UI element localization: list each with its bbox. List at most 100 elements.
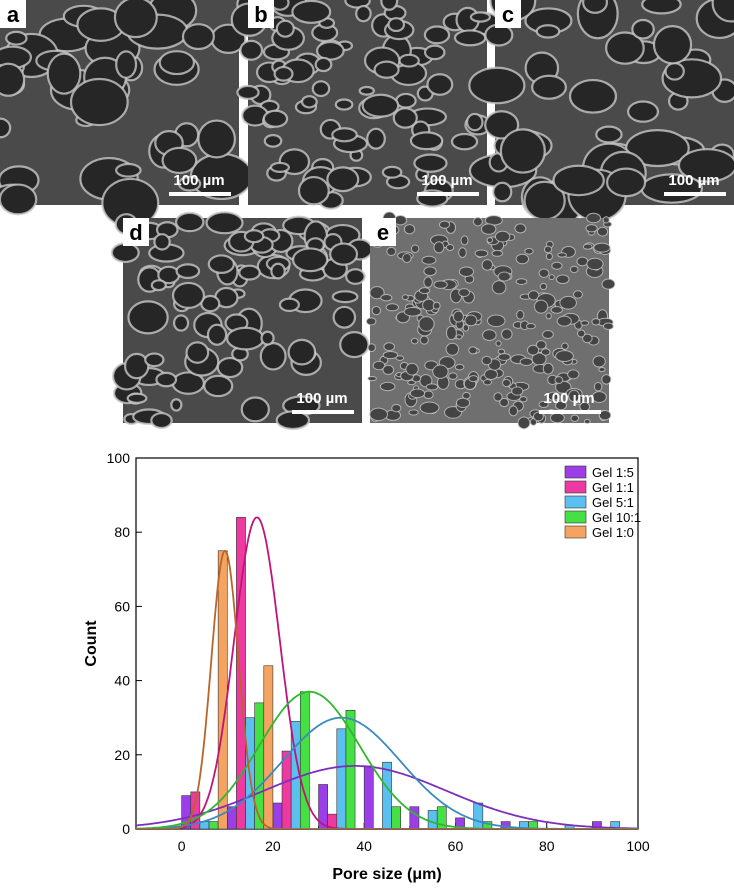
pore <box>5 30 28 46</box>
pore <box>569 265 579 274</box>
x-tick-label: 100 <box>626 838 650 854</box>
pore <box>300 95 318 109</box>
pore <box>481 259 494 271</box>
bar <box>592 821 602 829</box>
pore <box>197 119 236 159</box>
y-tick-label: 40 <box>114 673 130 689</box>
pore <box>664 62 685 81</box>
pore <box>260 330 275 346</box>
label-box <box>0 0 26 28</box>
pore <box>144 352 165 368</box>
pore <box>115 50 138 79</box>
scale-bar-label: 100 µm <box>668 172 719 189</box>
pore <box>278 297 300 313</box>
pore <box>207 254 235 274</box>
pore <box>582 0 609 14</box>
pore <box>455 334 463 340</box>
scale-bar-label: 100 µm <box>543 390 594 407</box>
fit-curve <box>136 765 638 829</box>
legend-label: Gel 1:1 <box>592 480 634 495</box>
pore <box>367 343 376 353</box>
y-tick-label: 80 <box>114 524 130 540</box>
pore <box>595 125 623 144</box>
label-box <box>123 218 149 246</box>
pore <box>432 364 449 379</box>
pore <box>205 211 244 235</box>
bar <box>272 802 283 829</box>
pore <box>652 24 693 65</box>
pore <box>403 306 422 317</box>
y-axis-title: Count <box>83 620 100 667</box>
pore <box>331 127 358 143</box>
pore <box>559 295 577 310</box>
pore <box>540 348 551 356</box>
pore <box>419 335 429 345</box>
pore <box>392 107 418 129</box>
pore <box>535 340 547 350</box>
pore <box>460 235 469 246</box>
pore <box>150 412 173 430</box>
scale-bar <box>539 410 601 414</box>
pore <box>555 274 570 285</box>
scale-bar <box>417 192 479 196</box>
pore <box>410 337 419 345</box>
pore <box>395 355 405 361</box>
pore <box>582 243 593 250</box>
pore <box>445 325 457 341</box>
pore <box>403 224 416 235</box>
pore <box>385 303 400 312</box>
pore <box>206 323 228 346</box>
pore <box>580 320 590 326</box>
pore <box>514 223 527 234</box>
pore <box>555 350 574 363</box>
pore <box>405 362 419 376</box>
pore <box>492 181 513 203</box>
pore <box>382 350 399 360</box>
pore <box>275 410 311 431</box>
pore <box>568 389 580 403</box>
legend-swatch <box>564 525 587 539</box>
x-tick-label: 20 <box>265 838 281 854</box>
pore <box>452 310 464 323</box>
legend-swatch <box>564 495 587 509</box>
pore <box>345 268 366 285</box>
pore <box>586 257 604 271</box>
pore <box>423 25 451 45</box>
pore <box>554 376 564 385</box>
pore <box>387 17 406 33</box>
pore <box>542 329 554 340</box>
pore <box>69 77 129 127</box>
pore <box>216 356 244 379</box>
scale-bar-label: 100 µm <box>173 172 224 189</box>
pore <box>591 391 607 403</box>
pore <box>401 294 409 301</box>
x-tick-label: 0 <box>178 838 186 854</box>
pore <box>383 342 395 352</box>
pore <box>365 317 377 326</box>
fit-curve <box>136 690 638 829</box>
panel-label: c <box>502 2 514 27</box>
pore <box>548 274 555 281</box>
panel-label: b <box>254 2 267 27</box>
x-tick-label: 60 <box>448 838 464 854</box>
pore <box>568 78 618 114</box>
legend-swatch <box>564 465 587 479</box>
pore <box>372 360 386 371</box>
pore <box>538 400 549 408</box>
bar <box>236 517 246 829</box>
pore <box>361 93 400 118</box>
panel-label: e <box>377 220 389 245</box>
pore <box>123 352 150 380</box>
pore <box>601 374 612 385</box>
pore <box>373 60 400 79</box>
sem-image: b 100 µm <box>230 0 501 210</box>
pore <box>413 153 448 173</box>
pore <box>240 396 270 423</box>
scale-bar-label: 100 µm <box>421 172 472 189</box>
pore <box>582 333 593 344</box>
scale-bar-label: 100 µm <box>296 390 347 407</box>
pore <box>369 407 389 422</box>
pore <box>555 380 572 394</box>
pore <box>501 328 513 340</box>
pore <box>366 127 386 150</box>
